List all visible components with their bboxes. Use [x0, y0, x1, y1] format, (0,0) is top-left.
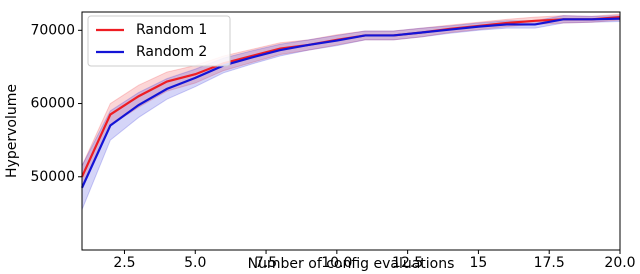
x-tick-label: 10.0: [321, 255, 352, 271]
x-tick-label: 20.0: [604, 255, 635, 271]
x-tick-label: 5.0: [184, 255, 206, 271]
line: [80, 17, 621, 189]
y-tick-label: 70000: [30, 22, 75, 38]
y-axis-label: Hypervolume: [4, 84, 20, 178]
x-tick-label: 15: [470, 255, 488, 271]
x-tick-label: 2.5: [113, 255, 135, 271]
plot-frame: [81, 11, 621, 251]
x-axis-label: Number of config evaluations: [248, 256, 455, 272]
y-tick-label: 50000: [30, 169, 75, 185]
legend-label: Random 1: [136, 22, 207, 38]
legend-label: Random 2: [136, 44, 207, 60]
x-tick-label: 7.5: [255, 255, 277, 271]
x-tick-label: 12.5: [392, 255, 423, 271]
x-tick-label: 17.5: [534, 255, 565, 271]
y-tick-label: 60000: [30, 96, 75, 112]
legend-box: [87, 15, 231, 67]
